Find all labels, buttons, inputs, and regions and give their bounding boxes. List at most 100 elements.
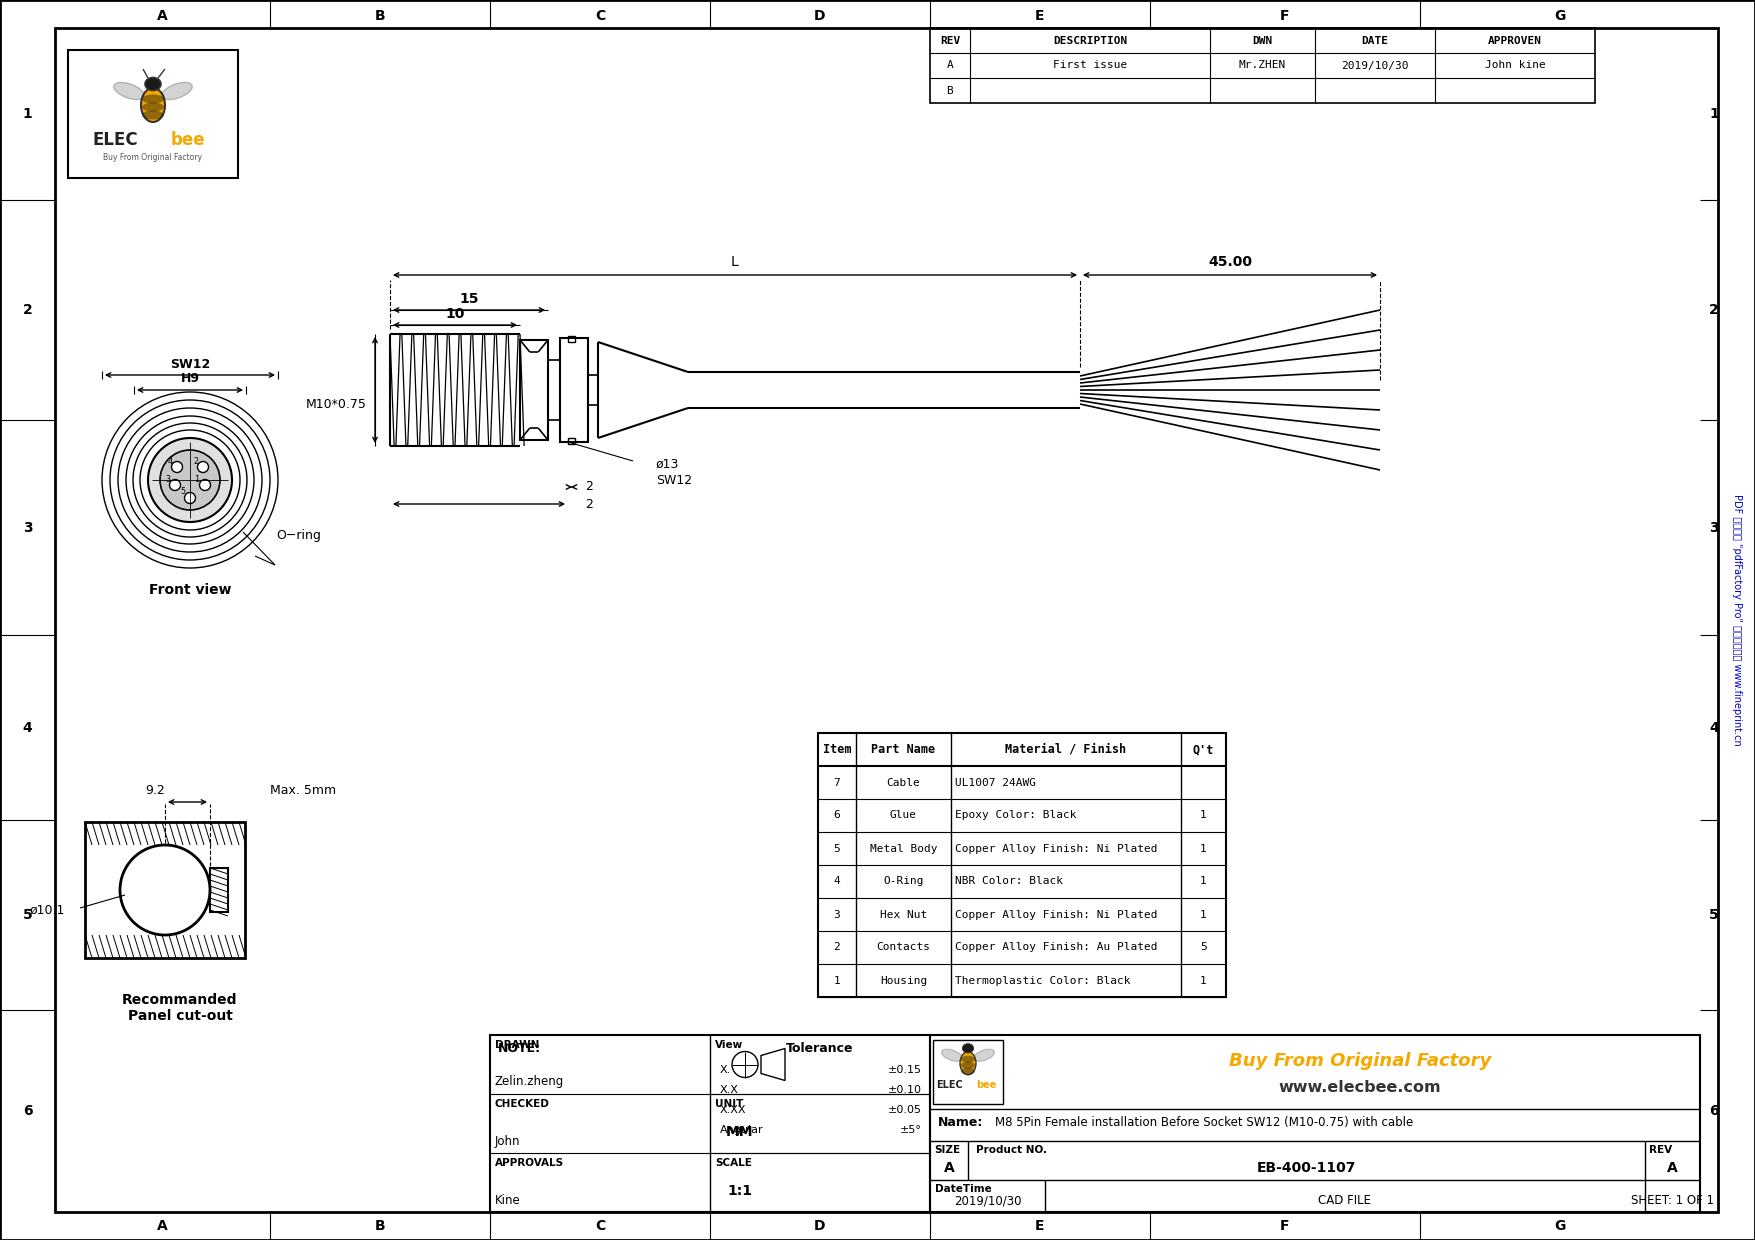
Circle shape <box>200 480 211 491</box>
Text: 2: 2 <box>23 303 32 317</box>
Text: First issue: First issue <box>1053 61 1127 71</box>
Ellipse shape <box>974 1049 995 1061</box>
Text: 1: 1 <box>834 976 841 986</box>
Bar <box>930 1035 1701 1211</box>
Text: 7: 7 <box>834 777 841 787</box>
Text: APPROVEN: APPROVEN <box>1488 36 1543 46</box>
Text: SW12: SW12 <box>656 474 691 486</box>
Text: A: A <box>946 61 953 71</box>
Text: Copper Alloy Finish: Au Plated: Copper Alloy Finish: Au Plated <box>955 942 1158 952</box>
Ellipse shape <box>962 1055 976 1063</box>
Text: A: A <box>158 9 168 24</box>
Text: EB-400-1107: EB-400-1107 <box>1257 1161 1357 1174</box>
Text: View: View <box>714 1040 744 1050</box>
Text: DWN: DWN <box>1253 36 1272 46</box>
Text: ELEC: ELEC <box>93 131 139 149</box>
Text: www.elecbee.com: www.elecbee.com <box>1279 1080 1441 1095</box>
Text: Front view: Front view <box>149 583 232 596</box>
Text: ±0.05: ±0.05 <box>888 1105 921 1115</box>
Text: CAD FILE: CAD FILE <box>1318 1194 1371 1208</box>
Circle shape <box>198 461 209 472</box>
Circle shape <box>160 450 219 510</box>
Text: Item: Item <box>823 743 851 756</box>
Text: John kine: John kine <box>1485 61 1546 71</box>
Text: X.XX: X.XX <box>720 1105 746 1115</box>
Ellipse shape <box>142 94 163 103</box>
Bar <box>519 340 548 440</box>
Ellipse shape <box>962 1044 974 1053</box>
Bar <box>934 1040 1004 1105</box>
Text: PDF 文件使用 "pdfFactory Pro" 试用版本创建 www.fineprint.cn: PDF 文件使用 "pdfFactory Pro" 试用版本创建 www.fin… <box>1732 494 1743 746</box>
Text: 1: 1 <box>1200 976 1207 986</box>
Text: DateTime: DateTime <box>935 1184 992 1194</box>
Text: Buy From Original Factory: Buy From Original Factory <box>1228 1052 1492 1070</box>
Bar <box>68 50 239 179</box>
Text: 1: 1 <box>1200 811 1207 821</box>
Text: SIZE: SIZE <box>934 1146 960 1156</box>
Text: Max. 5mm: Max. 5mm <box>270 785 337 797</box>
Text: A: A <box>944 1161 955 1174</box>
Text: MM: MM <box>727 1126 753 1140</box>
Text: 1: 1 <box>23 107 32 122</box>
Text: 5: 5 <box>834 843 841 853</box>
Text: B: B <box>374 1219 386 1233</box>
Text: G: G <box>1555 9 1565 24</box>
Text: DATE: DATE <box>1362 36 1388 46</box>
Bar <box>490 1035 930 1211</box>
Text: 3: 3 <box>165 475 170 484</box>
Text: REV: REV <box>941 36 960 46</box>
Text: SCALE: SCALE <box>714 1158 751 1168</box>
Text: UL1007 24AWG: UL1007 24AWG <box>955 777 1035 787</box>
Text: O-Ring: O-Ring <box>883 877 923 887</box>
Text: 1: 1 <box>1709 107 1718 122</box>
Text: 1: 1 <box>1200 843 1207 853</box>
Circle shape <box>172 461 183 472</box>
Text: Q't: Q't <box>1193 743 1214 756</box>
Text: L: L <box>732 255 739 269</box>
Text: C: C <box>595 9 605 24</box>
Text: 4: 4 <box>167 456 172 465</box>
Bar <box>569 438 576 444</box>
Bar <box>84 822 246 959</box>
Text: X.: X. <box>720 1065 732 1075</box>
Text: 1: 1 <box>1200 909 1207 920</box>
Text: NBR Color: Black: NBR Color: Black <box>955 877 1064 887</box>
Text: 2: 2 <box>834 942 841 952</box>
Text: 4: 4 <box>1709 720 1718 734</box>
Text: Angular: Angular <box>720 1125 763 1135</box>
Text: Cable: Cable <box>886 777 920 787</box>
Text: G: G <box>1555 1219 1565 1233</box>
Text: 5: 5 <box>23 908 32 923</box>
Text: Tolerance: Tolerance <box>786 1043 853 1055</box>
Circle shape <box>170 480 181 491</box>
Text: A: A <box>1667 1161 1678 1174</box>
Text: REV: REV <box>1650 1146 1673 1156</box>
Text: E: E <box>1035 9 1044 24</box>
Text: 1:1: 1:1 <box>727 1184 751 1198</box>
Text: 9.2: 9.2 <box>146 785 165 797</box>
Text: Housing: Housing <box>879 976 927 986</box>
Text: Buy From Original Factory: Buy From Original Factory <box>104 154 202 162</box>
Text: 5: 5 <box>1709 908 1718 923</box>
Text: 15: 15 <box>460 291 479 306</box>
Text: 3: 3 <box>1709 521 1718 534</box>
Ellipse shape <box>962 1068 976 1075</box>
Ellipse shape <box>142 110 163 119</box>
Bar <box>211 868 228 911</box>
Text: Glue: Glue <box>890 811 918 821</box>
Text: Part Name: Part Name <box>872 743 935 756</box>
Text: Kine: Kine <box>495 1193 521 1207</box>
Text: CHECKED: CHECKED <box>495 1099 549 1109</box>
Bar <box>588 374 598 405</box>
Text: Contacts: Contacts <box>876 942 930 952</box>
Text: Copper Alloy Finish: Ni Plated: Copper Alloy Finish: Ni Plated <box>955 909 1158 920</box>
Text: 6: 6 <box>1709 1104 1718 1118</box>
Text: DESCRIPTION: DESCRIPTION <box>1053 36 1127 46</box>
Text: B: B <box>946 86 953 95</box>
Text: ELEC: ELEC <box>935 1080 963 1090</box>
Text: NOTE:: NOTE: <box>498 1043 541 1055</box>
Text: X.X: X.X <box>720 1085 739 1095</box>
Text: ±5°: ±5° <box>900 1125 921 1135</box>
Text: C: C <box>595 1219 605 1233</box>
Text: 3: 3 <box>23 521 32 534</box>
